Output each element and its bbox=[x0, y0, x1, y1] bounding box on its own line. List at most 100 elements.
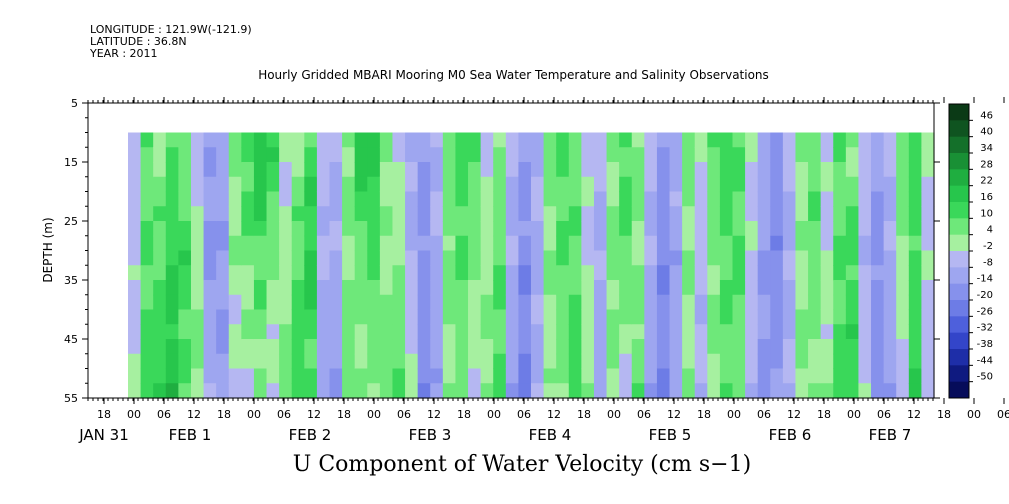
heatmap-cell bbox=[505, 191, 519, 207]
heatmap-cell bbox=[253, 324, 268, 340]
heatmap-cell bbox=[165, 339, 179, 355]
heatmap-cell bbox=[518, 206, 532, 222]
heatmap-cell bbox=[228, 280, 242, 296]
heatmap-cell bbox=[190, 280, 205, 296]
x-hour-label: 12 bbox=[787, 408, 801, 421]
heatmap-cell bbox=[682, 206, 696, 222]
heatmap-cell bbox=[858, 265, 872, 281]
heatmap-cell bbox=[921, 309, 935, 325]
heatmap-cell bbox=[342, 191, 356, 207]
x-hour-label: 06 bbox=[637, 408, 651, 421]
heatmap-cell bbox=[568, 191, 582, 207]
heatmap-cell bbox=[279, 280, 293, 296]
heatmap-cell bbox=[808, 368, 822, 384]
heatmap-cell bbox=[782, 309, 797, 325]
heatmap-cell bbox=[782, 368, 797, 384]
heatmap-cell bbox=[518, 221, 532, 237]
heatmap-cell bbox=[241, 368, 255, 384]
heatmap-cell bbox=[505, 280, 519, 296]
heatmap-cell bbox=[606, 324, 620, 340]
heatmap-cell bbox=[405, 235, 419, 252]
heatmap-cell bbox=[190, 265, 205, 281]
heatmap-cell bbox=[682, 368, 696, 384]
heatmap-cell bbox=[342, 265, 356, 281]
heatmap-cell bbox=[178, 353, 192, 370]
heatmap-cell bbox=[820, 235, 834, 252]
heatmap-cell bbox=[707, 324, 721, 340]
heatmap-cell bbox=[442, 383, 457, 399]
heatmap-cell bbox=[845, 206, 860, 222]
heatmap-cell bbox=[480, 368, 494, 384]
heatmap-cell bbox=[480, 176, 494, 193]
heatmap-cell bbox=[908, 221, 922, 237]
heatmap-cell bbox=[505, 294, 519, 311]
heatmap-cell bbox=[606, 235, 620, 252]
heatmap-cell bbox=[367, 383, 381, 399]
heatmap-cell bbox=[543, 221, 557, 237]
heatmap-cell bbox=[291, 176, 305, 193]
heatmap-cell bbox=[518, 383, 532, 399]
heatmap-cell bbox=[845, 162, 860, 178]
heatmap-cell bbox=[619, 221, 633, 237]
heatmap-cell bbox=[581, 250, 595, 266]
heatmap-cell bbox=[795, 324, 809, 340]
heatmap-cell bbox=[505, 265, 519, 281]
heatmap-cell bbox=[379, 294, 394, 311]
heatmap-cell bbox=[644, 250, 658, 266]
heatmap-cell bbox=[531, 162, 545, 178]
heatmap-cell bbox=[165, 280, 179, 296]
heatmap-cell bbox=[531, 176, 545, 193]
heatmap-cell bbox=[442, 280, 457, 296]
heatmap-cell bbox=[833, 368, 847, 384]
heatmap-cell bbox=[531, 250, 545, 266]
heatmap-cell bbox=[908, 339, 922, 355]
heatmap-cell bbox=[593, 221, 608, 237]
heatmap-cell bbox=[669, 368, 683, 384]
heatmap-cell bbox=[241, 324, 255, 340]
heatmap-cell bbox=[556, 132, 570, 148]
heatmap-cell bbox=[745, 191, 759, 207]
heatmap-cell bbox=[153, 309, 167, 325]
heatmap-cell bbox=[757, 235, 771, 252]
heatmap-cell bbox=[770, 324, 784, 340]
colorbar-swatch bbox=[949, 218, 969, 236]
heatmap-cell bbox=[921, 383, 935, 399]
heatmap-cell bbox=[908, 176, 922, 193]
heatmap-cell bbox=[808, 339, 822, 355]
heatmap-cell bbox=[228, 250, 242, 266]
heatmap-cell bbox=[757, 147, 771, 163]
colorbar-swatch bbox=[949, 120, 969, 138]
heatmap-cell bbox=[556, 162, 570, 178]
heatmap-cell bbox=[883, 132, 897, 148]
heatmap-cell bbox=[367, 324, 381, 340]
heatmap-cell bbox=[543, 324, 557, 340]
heatmap-cell bbox=[631, 221, 645, 237]
heatmap-cell bbox=[430, 309, 444, 325]
heatmap-cell bbox=[505, 368, 519, 384]
heatmap-cell bbox=[644, 162, 658, 178]
heatmap-cell bbox=[782, 339, 797, 355]
heatmap-cell bbox=[619, 294, 633, 311]
colorbar-swatch bbox=[949, 234, 969, 252]
heatmap-cell bbox=[304, 353, 318, 370]
heatmap-cell bbox=[228, 235, 242, 252]
x-day-label: FEB 7 bbox=[869, 426, 912, 444]
heatmap-cell bbox=[745, 132, 759, 148]
x-hour-label: 06 bbox=[757, 408, 771, 421]
colorbar-label: 16 bbox=[980, 192, 993, 203]
x-hour-label: 06 bbox=[277, 408, 291, 421]
heatmap-cell bbox=[782, 176, 797, 193]
heatmap-cell bbox=[128, 383, 142, 399]
heatmap-cell bbox=[493, 294, 507, 311]
heatmap-cell bbox=[808, 206, 822, 222]
heatmap-cell bbox=[631, 339, 645, 355]
x-hour-label: 18 bbox=[457, 408, 471, 421]
heatmap-cell bbox=[770, 280, 784, 296]
colorbar-label: -26 bbox=[977, 306, 993, 317]
heatmap-cell bbox=[140, 147, 154, 163]
heatmap-cell bbox=[241, 147, 255, 163]
heatmap-cell bbox=[619, 132, 633, 148]
heatmap-cell bbox=[228, 221, 242, 237]
heatmap-cell bbox=[719, 176, 734, 193]
heatmap-cell bbox=[165, 191, 179, 207]
